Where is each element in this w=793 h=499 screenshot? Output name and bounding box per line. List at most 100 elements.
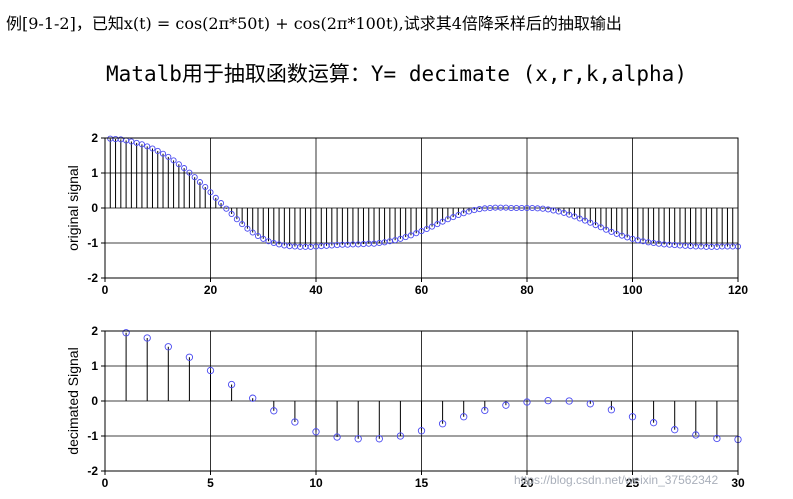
stem-marker (186, 169, 193, 176)
x-tick-label: 0 (102, 476, 109, 490)
stem-marker (418, 228, 425, 235)
stem-marker (481, 406, 489, 415)
stem-marker (439, 218, 446, 225)
stem-marker (223, 205, 230, 212)
stem-marker (143, 334, 151, 342)
stem-marker (265, 238, 272, 245)
matlab-function-caption: Matalb用于抽取函数运算：Y= decimate (x,r,k,alpha) (106, 62, 687, 86)
original-markers (107, 135, 742, 250)
original-signal-plot: 0 20 40 60 80 100 120 -2 -1 0 1 2 original signal (65, 131, 748, 297)
original-y-axis-label: original signal (65, 165, 81, 251)
stem-marker (244, 225, 251, 232)
stem-marker (159, 150, 167, 157)
stem-marker (181, 165, 188, 172)
stem-marker (207, 189, 214, 196)
stem-marker (544, 396, 552, 405)
x-tick-label: 25 (626, 476, 640, 490)
stem-marker (375, 435, 383, 443)
stem-marker (354, 435, 362, 443)
stem-marker (217, 200, 225, 207)
stem-marker (260, 235, 267, 242)
y-tick-label: 0 (91, 394, 98, 408)
watermark: https://blog.csdn.net/weixin_37562342 (514, 473, 719, 487)
original-y-ticks: -2 -1 0 1 2 (87, 131, 105, 285)
stem-marker (239, 221, 246, 228)
stem-marker (312, 428, 320, 436)
stem-marker (671, 426, 679, 434)
original-stems (109, 138, 739, 247)
x-tick-label: 30 (731, 476, 745, 490)
y-tick-label: -2 (87, 464, 98, 478)
y-tick-label: -2 (87, 271, 98, 285)
decimated-markers (122, 329, 742, 444)
decimated-signal-plot: 0 5 10 15 20 25 30 -2 -1 0 1 2 decimated Signal (65, 324, 745, 490)
decimated-y-axis-label: decimated Signal (65, 347, 81, 454)
stem-marker (571, 213, 578, 220)
decimated-y-ticks: -2 -1 0 1 2 (87, 324, 105, 478)
original-x-ticks: 0 20 40 60 80 100 120 (102, 278, 748, 297)
y-tick-label: 1 (91, 166, 98, 180)
x-tick-label: 120 (728, 283, 748, 297)
x-tick-label: 20 (520, 476, 534, 490)
stem-marker (175, 161, 182, 168)
example-statement: 例[9-1-2]，已知x(t) = cos(2π*50t) + cos(2π*1… (6, 14, 622, 33)
y-tick-label: 1 (91, 359, 98, 373)
stem-marker (407, 232, 415, 239)
decimated-x-ticks: 0 5 10 15 20 25 30 (102, 471, 745, 490)
y-tick-label: 0 (91, 201, 98, 215)
stem-marker (613, 230, 620, 237)
stem-marker (438, 420, 447, 428)
stem-marker (581, 217, 589, 224)
stem-marker (460, 210, 467, 217)
x-tick-label: 15 (415, 476, 429, 490)
stem-marker (397, 235, 404, 242)
stem-marker (434, 221, 441, 228)
stem-marker (444, 216, 451, 223)
stem-marker (206, 366, 215, 375)
stem-marker (122, 329, 130, 337)
stem-marker (270, 407, 278, 415)
stem-marker (212, 194, 219, 201)
stem-marker (144, 143, 151, 150)
x-tick-label: 40 (309, 283, 323, 297)
stem-marker (185, 353, 194, 361)
x-tick-label: 0 (102, 283, 109, 297)
stem-marker (523, 398, 531, 406)
y-tick-label: 2 (91, 131, 98, 145)
stem-marker (413, 230, 420, 237)
x-tick-label: 100 (622, 283, 642, 297)
stem-marker (587, 219, 594, 226)
stem-marker (607, 406, 616, 414)
stem-marker (560, 209, 567, 216)
stem-marker (254, 232, 262, 240)
y-tick-label: 2 (91, 324, 98, 338)
stem-marker (565, 397, 573, 405)
stem-marker (455, 211, 462, 219)
stem-marker (233, 216, 240, 223)
stem-marker (460, 413, 468, 421)
stem-marker (608, 228, 615, 235)
stem-marker (396, 432, 405, 440)
stem-marker (291, 418, 299, 426)
x-tick-label: 60 (415, 283, 429, 297)
stem-marker (417, 427, 426, 435)
stem-marker (566, 211, 573, 218)
stem-marker (333, 433, 341, 441)
y-tick-label: -1 (87, 429, 98, 443)
stem-marker (649, 419, 658, 427)
stem-marker (228, 210, 235, 217)
x-tick-label: 20 (204, 283, 218, 297)
stem-marker (402, 233, 409, 241)
stem-marker (165, 153, 172, 160)
stem-marker (586, 400, 594, 408)
x-tick-label: 80 (520, 283, 534, 297)
stem-marker (628, 413, 637, 421)
stem-marker (597, 224, 604, 231)
stem-marker (249, 394, 257, 402)
stem-marker (450, 214, 457, 221)
stem-marker (618, 232, 626, 239)
stem-marker (170, 157, 177, 164)
x-tick-label: 10 (309, 476, 323, 490)
stem-marker (164, 343, 172, 351)
